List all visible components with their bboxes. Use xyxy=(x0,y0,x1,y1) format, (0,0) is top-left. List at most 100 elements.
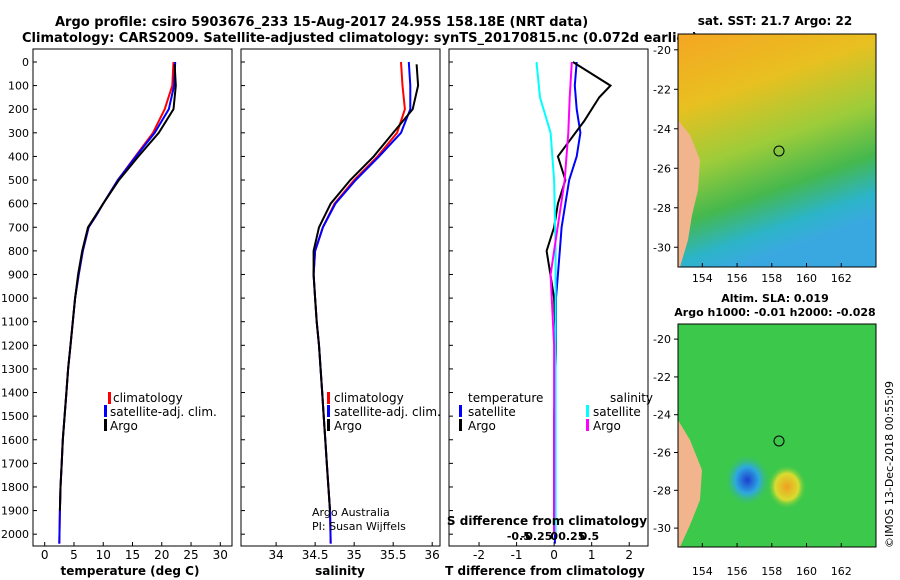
salinity-x-ticks: 34 34.5 35 35.5 36 xyxy=(268,542,440,562)
legend-label-argo: Argo xyxy=(110,419,138,433)
temperature-legend: climatology satellite-adj. clim. Argo xyxy=(104,391,217,433)
pressure-tick-label: 1400 xyxy=(1,387,29,400)
lat-tick-label: -24 xyxy=(653,123,671,136)
diff-legend-s-satellite: satellite xyxy=(593,405,641,419)
diff-swatch-s-argo xyxy=(586,419,589,431)
pressure-tick-label: 100 xyxy=(8,80,29,93)
lon-tick-label: 162 xyxy=(831,272,852,285)
legend-swatch-satellite xyxy=(104,405,107,417)
sst-field xyxy=(678,34,876,267)
pressure-tick-label: 700 xyxy=(8,221,29,234)
series-line xyxy=(312,64,420,511)
x-tick-label: 34.5 xyxy=(302,548,329,562)
x-tick-label: 10 xyxy=(96,548,111,562)
diff-legend-temperature-title: temperature xyxy=(468,391,543,405)
diff-swatch-t-argo xyxy=(459,419,462,431)
pressure-tick-label: 600 xyxy=(8,198,29,211)
x-tick-label: -2 xyxy=(473,548,485,562)
credit-line-2: PI: Susan Wijffels xyxy=(312,520,406,533)
pressure-axis: 0 100 200 300 400 500 600 700 800 900 1000 1100 1200… xyxy=(1,56,453,541)
pressure-tick-label: 1500 xyxy=(1,410,29,423)
legend-swatch-climatology xyxy=(108,392,111,404)
s-tick-label: 0 xyxy=(550,530,558,543)
lat-tick-label: -26 xyxy=(653,162,671,175)
temperature-x-label: temperature (deg C) xyxy=(61,564,200,578)
lat-tick-label: -30 xyxy=(653,522,671,535)
lat-tick-label: -20 xyxy=(653,44,671,57)
x-tick-label: 35.5 xyxy=(380,548,407,562)
lon-tick-label: 156 xyxy=(727,565,748,578)
x-tick-label: 36 xyxy=(425,548,440,562)
timestamp: ©IMOS 13-Dec-2018 00:55:09 xyxy=(883,381,896,548)
diff-legend-t-argo: Argo xyxy=(468,419,496,433)
sla-map-title-1: Altim. SLA: 0.019 xyxy=(721,292,828,305)
lon-tick-label: 158 xyxy=(761,272,782,285)
x-tick-label: 20 xyxy=(154,548,169,562)
sst-map-title: sat. SST: 21.7 Argo: 22 xyxy=(698,14,852,28)
pressure-tick-label: 1000 xyxy=(1,292,29,305)
pressure-tick-label: 400 xyxy=(8,150,29,163)
sla-high-anomaly xyxy=(678,324,876,547)
difference-plot xyxy=(535,61,613,544)
pressure-tick-label: 300 xyxy=(8,127,29,140)
lat-tick-label: -22 xyxy=(653,83,671,96)
legend-label-satellite: satellite-adj. clim. xyxy=(334,405,441,419)
lat-tick-label: -28 xyxy=(653,484,671,497)
pressure-tick-label: 200 xyxy=(8,103,29,116)
x-tick-label: -1 xyxy=(511,548,523,562)
lat-tick-label: -22 xyxy=(653,371,671,384)
pressure-tick-label: 2000 xyxy=(1,528,29,541)
legend-swatch-climatology xyxy=(327,392,330,404)
diff-swatch-s-satellite xyxy=(586,405,589,417)
legend-swatch-satellite xyxy=(327,405,330,417)
credit-line-1: Argo Australia xyxy=(312,506,390,519)
series-line xyxy=(549,61,573,535)
s-tick-label: 0.5 xyxy=(580,530,600,543)
x-tick-label: 5 xyxy=(70,548,78,562)
sla-lat-ticks: -20 -22 -24 -26 -28 -30 xyxy=(653,333,678,535)
difference-panel-frame xyxy=(448,48,649,547)
pressure-tick-label: 900 xyxy=(8,268,29,281)
lon-tick-label: 160 xyxy=(796,272,817,285)
salinity-plot xyxy=(312,61,420,544)
sst-lon-ticks: 154 156 158 160 162 xyxy=(692,263,852,285)
sla-map-frame xyxy=(677,323,877,548)
pressure-tick-label: 1800 xyxy=(1,481,29,494)
legend-swatch-argo xyxy=(327,419,330,431)
x-tick-label: 25 xyxy=(183,548,198,562)
series-line xyxy=(58,64,177,511)
x-tick-label: 15 xyxy=(125,548,140,562)
x-tick-label: 2 xyxy=(625,548,633,562)
pressure-tick-label: 500 xyxy=(8,174,29,187)
t-difference-x-label: T difference from climatology xyxy=(445,564,645,578)
temperature-plot xyxy=(58,61,177,544)
s-tick-label: 0.25 xyxy=(558,530,585,543)
sla-argo-position xyxy=(773,435,785,447)
lat-tick-label: -30 xyxy=(653,241,671,254)
sla-land xyxy=(678,420,702,547)
difference-x-ticks: -2 -1 0 1 2 xyxy=(473,542,633,562)
s-tick-label: -0.25 xyxy=(521,530,553,543)
legend-label-climatology: climatology xyxy=(334,391,404,405)
s-difference-ticks: -0.5-0.250 0.250.5 xyxy=(507,530,599,543)
x-tick-label: 0 xyxy=(41,548,49,562)
legend-swatch-argo xyxy=(104,419,107,431)
pressure-tick-label: 1700 xyxy=(1,457,29,470)
pressure-tick-label: 0 xyxy=(22,56,29,69)
sst-lat-ticks: -20 -22 -24 -26 -28 -30 xyxy=(653,44,678,254)
pressure-tick-label: 800 xyxy=(8,245,29,258)
salinity-legend: climatology satellite-adj. clim. Argo xyxy=(327,391,441,433)
sla-lon-ticks: 154 156 158 160 162 xyxy=(692,543,852,578)
salinity-panel-frame xyxy=(240,48,441,547)
lat-tick-label: -28 xyxy=(653,202,671,215)
x-tick-label: 1 xyxy=(588,548,596,562)
s-tick-label: -0.5 xyxy=(507,530,531,543)
pressure-tick-label: 1100 xyxy=(1,316,29,329)
x-tick-label: 34 xyxy=(268,548,283,562)
sst-argo-position xyxy=(773,145,785,157)
series-line xyxy=(535,61,557,535)
diff-legend-t-satellite: satellite xyxy=(468,405,516,419)
pressure-tick-label: 1600 xyxy=(1,434,29,447)
sst-land xyxy=(678,120,700,267)
